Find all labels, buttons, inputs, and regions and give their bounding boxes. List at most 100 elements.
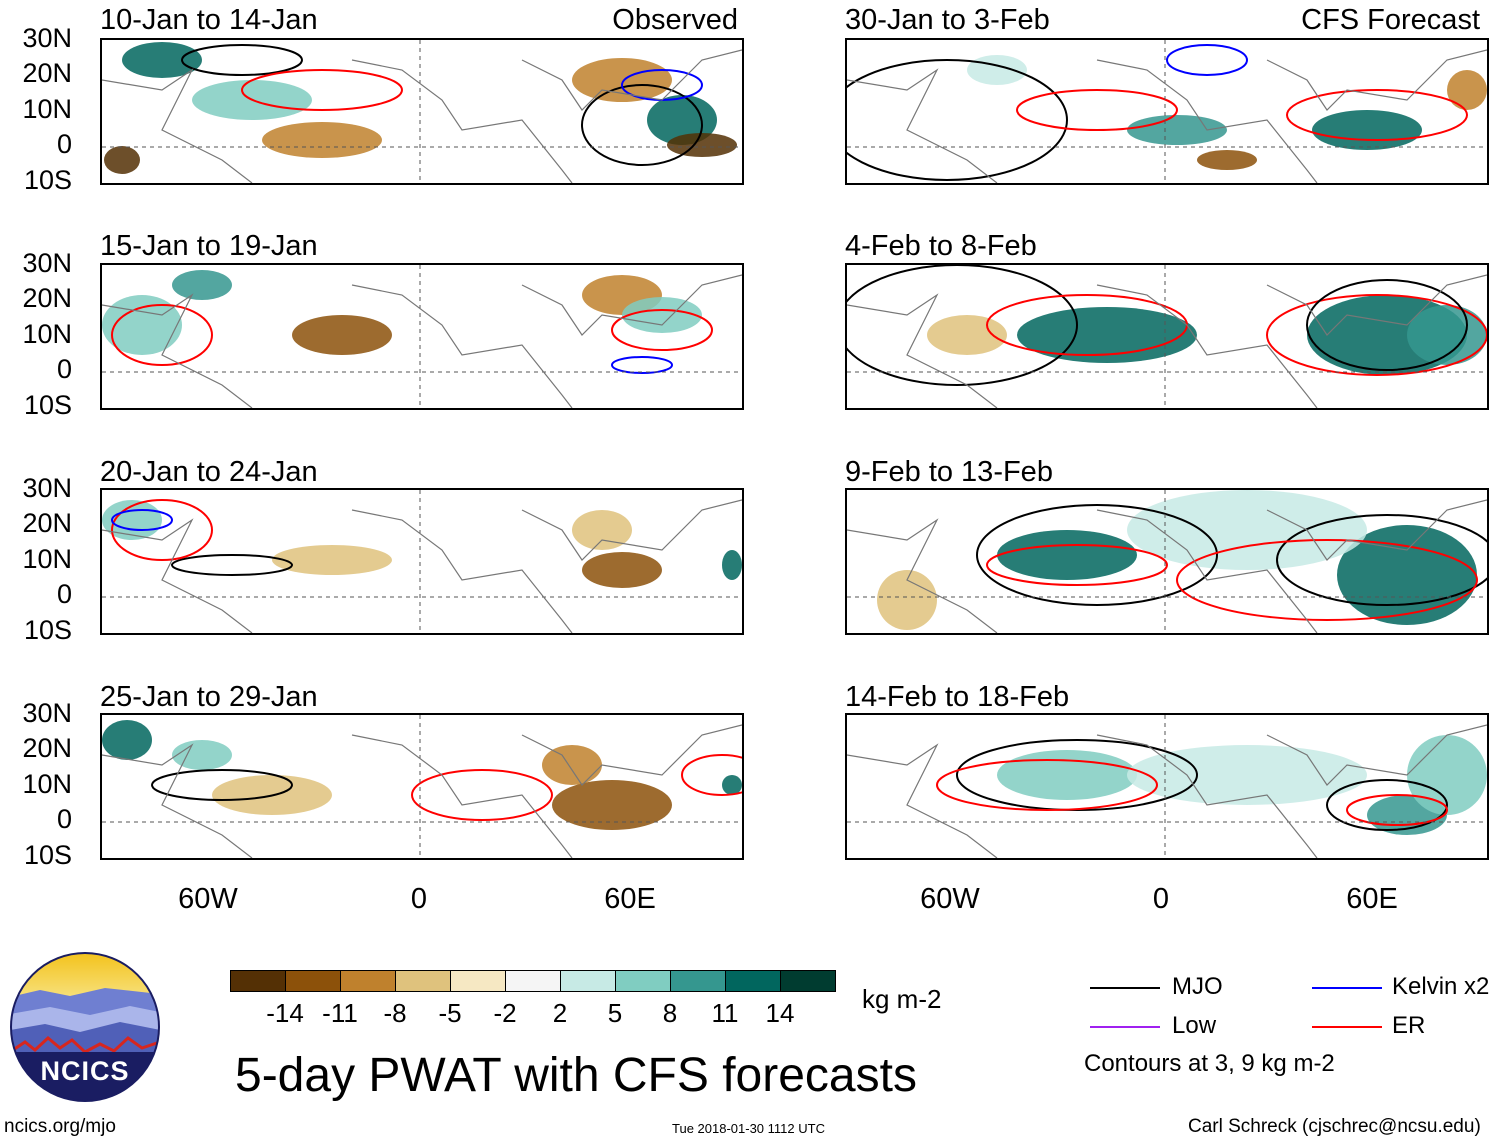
- contour-line: [171, 554, 293, 576]
- lat-label: 0: [56, 129, 72, 159]
- lat-label: 10N: [22, 94, 72, 124]
- pwat-map: [845, 38, 1489, 185]
- colorbar-tick-label: -5: [438, 998, 462, 1028]
- legend-er-line: [1312, 1026, 1382, 1028]
- coastline: [847, 499, 1487, 633]
- contour-line: [1016, 89, 1178, 131]
- colorbar-tick-label: 14: [765, 998, 795, 1028]
- pwat-anomaly: [1407, 305, 1487, 365]
- colorbar-segment: [450, 970, 506, 992]
- lon-label-60e: 60E: [1346, 883, 1398, 915]
- colorbar-tick-label: -2: [493, 998, 517, 1028]
- panel-title: 10-Jan to 14-Jan: [100, 4, 318, 36]
- pwat-anomaly: [997, 750, 1137, 800]
- pwat-anomaly: [552, 780, 672, 830]
- legend-er-label: ER: [1392, 1012, 1426, 1039]
- pwat-anomaly: [877, 570, 937, 630]
- legend-low-line: [1090, 1026, 1160, 1028]
- pwat-anomaly: [572, 58, 672, 102]
- colorbar-tick-label: 8: [662, 998, 678, 1028]
- lat-label: 10S: [23, 615, 72, 645]
- contour-line: [1326, 779, 1448, 831]
- lat-label: 10S: [23, 390, 72, 420]
- lat-label: 20N: [22, 508, 72, 538]
- pwat-map: [845, 713, 1489, 860]
- pwat-anomaly: [722, 550, 742, 580]
- panel-title: 25-Jan to 29-Jan: [100, 681, 318, 713]
- lat-label: 10N: [22, 544, 72, 574]
- contour-line: [611, 309, 713, 351]
- contour-line: [976, 504, 1218, 606]
- lat-label: 20N: [22, 283, 72, 313]
- pwat-map: [100, 263, 744, 410]
- pwat-anomaly: [262, 122, 382, 158]
- pwat-anomaly: [572, 510, 632, 550]
- pwat-map: [100, 713, 744, 860]
- contour-line: [151, 769, 293, 801]
- coastline: [102, 274, 742, 408]
- pwat-anomaly: [102, 295, 182, 355]
- colorbar-segment: [340, 970, 396, 992]
- footer-credit: Carl Schreck (cjschrec@ncsu.edu): [1188, 1116, 1481, 1137]
- legend-kelvin-label: Kelvin x2: [1392, 973, 1490, 1000]
- pwat-anomaly: [1127, 115, 1227, 145]
- pwat-anomaly: [667, 133, 737, 157]
- colorbar-segment: [395, 970, 451, 992]
- colorbar-segment: [615, 970, 671, 992]
- pwat-anomaly: [1447, 70, 1487, 110]
- contour-line: [1346, 794, 1448, 826]
- pwat-anomaly: [722, 775, 742, 795]
- contour-line: [581, 84, 703, 166]
- lat-label: 10N: [22, 769, 72, 799]
- contour-line: [847, 265, 1078, 386]
- coastline: [847, 724, 1487, 858]
- pwat-anomaly: [102, 720, 152, 760]
- footer-timestamp: Tue 2018-01-30 1112 UTC: [672, 1121, 825, 1136]
- colorbar-units: kg m-2: [862, 984, 942, 1014]
- main-title: 5-day PWAT with CFS forecasts: [235, 1049, 917, 1102]
- pwat-anomaly: [104, 146, 140, 174]
- pwat-anomaly: [647, 95, 717, 145]
- contour-line: [111, 509, 173, 531]
- pwat-anomaly: [172, 740, 232, 770]
- contour-line: [1166, 44, 1248, 76]
- colorbar-segment: [780, 970, 836, 992]
- panel-title: 14-Feb to 18-Feb: [845, 681, 1070, 713]
- coastline: [847, 49, 1487, 183]
- contour-line: [936, 759, 1158, 811]
- contour-line: [411, 769, 553, 821]
- pwat-anomaly: [967, 55, 1027, 85]
- colorbar-tick-label: -8: [383, 998, 407, 1028]
- contour-line: [111, 499, 213, 561]
- contour-line: [111, 304, 213, 366]
- lat-label: 30N: [22, 23, 72, 53]
- contour-line: [181, 44, 303, 76]
- colorbar-segment: [670, 970, 726, 992]
- panel-title: 4-Feb to 8-Feb: [845, 230, 1037, 262]
- pwat-anomaly: [172, 270, 232, 300]
- colorbar-segment: [560, 970, 616, 992]
- panel-title: 30-Jan to 3-Feb: [845, 4, 1050, 36]
- lat-label: 0: [56, 354, 72, 384]
- lat-label: 10S: [23, 840, 72, 870]
- pwat-anomaly: [997, 530, 1137, 580]
- colorbar-segment: [725, 970, 781, 992]
- lat-label: 0: [56, 804, 72, 834]
- pwat-anomaly: [542, 745, 602, 785]
- colorbar-tick-label: 11: [711, 998, 739, 1028]
- pwat-anomaly: [622, 297, 702, 333]
- contour-line: [681, 754, 742, 796]
- lat-label: 20N: [22, 733, 72, 763]
- panel-tag: Observed: [612, 4, 738, 36]
- legend-low-label: Low: [1172, 1012, 1217, 1039]
- pwat-anomaly: [272, 545, 392, 575]
- ncics-logo: NCICS: [10, 952, 160, 1102]
- pwat-anomaly: [1312, 110, 1422, 150]
- legend-kelvin-line: [1312, 987, 1382, 989]
- lat-label: 0: [56, 579, 72, 609]
- panel-tag: CFS Forecast: [1301, 4, 1480, 36]
- colorbar-tick-label: -11: [322, 998, 358, 1028]
- pwat-map: [100, 488, 744, 635]
- lat-label: 20N: [22, 58, 72, 88]
- lat-label: 10S: [23, 165, 72, 195]
